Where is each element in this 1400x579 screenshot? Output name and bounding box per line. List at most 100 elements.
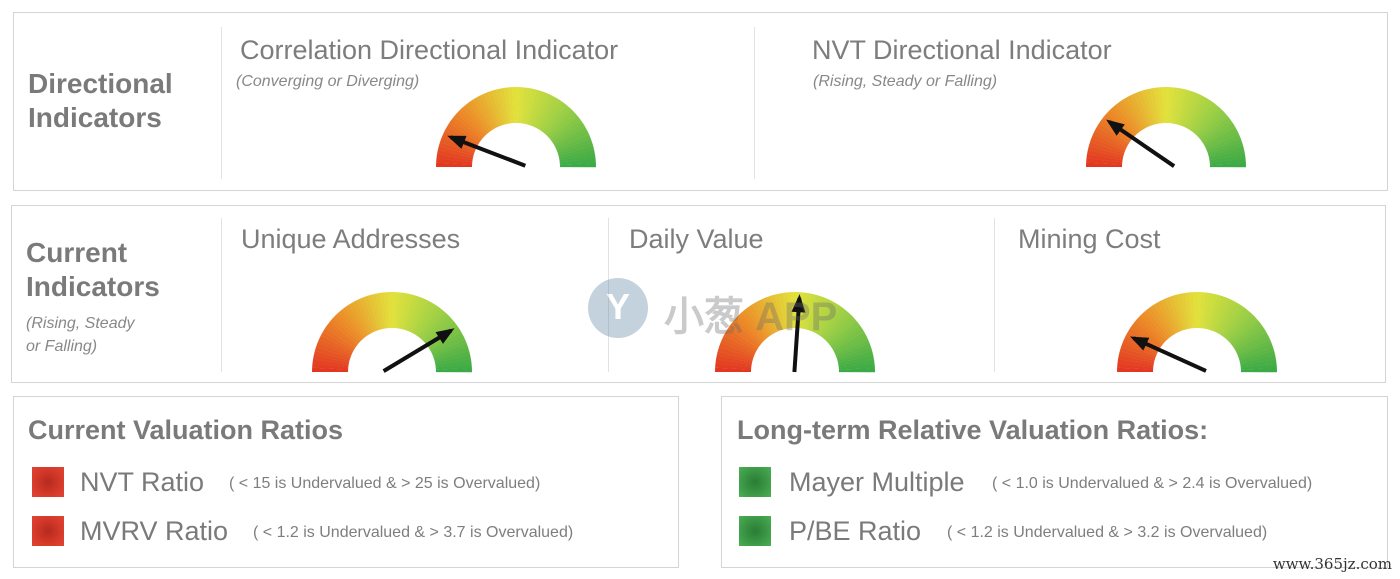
gauge-segment — [551, 119, 584, 144]
divider — [994, 218, 995, 372]
gauge-segment — [1117, 359, 1154, 368]
gauge-segment — [459, 107, 487, 136]
gauge-needle-head — [435, 328, 455, 344]
ratio-label-nvt: NVT Ratio — [80, 467, 205, 497]
gauge-segment — [1207, 138, 1243, 154]
directional-indicators-panel: Directional Indicators Correlation Direc… — [13, 12, 1388, 191]
gauge-segment — [814, 300, 836, 334]
gauge-segment — [833, 332, 867, 353]
gauge-segment — [716, 351, 753, 363]
status-swatch-pbe-ratio — [739, 516, 771, 546]
gauge-segment — [479, 93, 499, 128]
gauge-segment — [405, 295, 421, 331]
gauge-segment — [312, 359, 349, 368]
gauge-unique-addresses — [312, 292, 472, 373]
gauge-segment — [837, 351, 874, 363]
gauge-segment — [1224, 309, 1251, 340]
gauge-segment — [371, 293, 383, 330]
gauge-segment — [436, 154, 473, 163]
gauge-segment — [451, 116, 482, 142]
gauge-segment — [312, 363, 349, 370]
gauge-segment — [541, 102, 567, 133]
gauge-segment — [1175, 88, 1187, 125]
gauge-segment — [1126, 95, 1147, 129]
gauge-segment — [329, 318, 360, 345]
gauge-segment — [806, 294, 820, 331]
gauge-segment — [1229, 318, 1260, 345]
gauge-segment — [448, 119, 481, 144]
gauge-segment — [1153, 302, 1176, 336]
gauge-segment — [522, 87, 533, 124]
gauge-segment — [1238, 343, 1274, 359]
status-swatch-nvt-ratio — [32, 467, 64, 497]
gauge-segment — [332, 315, 361, 343]
gauge-segment — [1235, 332, 1269, 353]
gauge-segment — [732, 318, 763, 345]
gauge-segment — [1086, 150, 1123, 161]
gauge-segment — [435, 367, 472, 373]
gauge-segment — [826, 315, 855, 343]
gauge-segment — [1240, 355, 1277, 366]
gauge-segment — [375, 292, 386, 329]
gauge-segment — [1197, 292, 1202, 329]
gauge-segment — [1170, 87, 1179, 124]
gauge-segment — [1112, 104, 1139, 135]
gauge-segment — [338, 309, 365, 340]
gauge-segment — [827, 318, 858, 345]
gauge-title-nvt-directional: NVT Directional Indicator — [812, 35, 1112, 65]
gauge-segment — [1086, 162, 1123, 167]
gauge-segment — [1209, 154, 1246, 163]
gauge-segment — [1181, 92, 1199, 127]
gauge-segment — [401, 293, 413, 330]
gauge-segment — [1210, 295, 1226, 331]
gauge-needle-head — [1106, 119, 1125, 136]
gauge-segment — [822, 309, 849, 340]
gauge-segment — [817, 302, 839, 336]
gauge-needle-head — [791, 294, 806, 313]
gauge-segment — [341, 307, 367, 338]
gauge-segment — [434, 351, 471, 363]
gauge-segment — [838, 359, 875, 368]
gauge-segment — [1109, 107, 1137, 136]
gauge-segment — [1157, 87, 1164, 124]
current-valuation-panel: Current Valuation Ratios NVT Ratio ( < 1… — [13, 396, 679, 568]
gauge-segment — [430, 332, 464, 353]
gauge-segment — [545, 107, 573, 136]
gauge-segment — [1184, 292, 1193, 329]
divider — [754, 27, 755, 179]
gauge-segment — [1189, 99, 1214, 132]
gauge-segment — [1122, 97, 1145, 131]
gauge-segment — [320, 331, 354, 353]
gauge-segment — [403, 294, 417, 331]
gauge-segment — [398, 292, 409, 329]
gauge-segment — [1219, 302, 1241, 336]
gauge-segment — [830, 324, 863, 349]
gauge-segment — [315, 343, 351, 359]
gauge-segment — [1088, 142, 1125, 156]
gauge-segment — [1195, 107, 1223, 136]
gauge-segment — [367, 294, 381, 331]
gauge-segment — [1141, 89, 1155, 126]
status-swatch-mayer-multiple — [739, 467, 771, 497]
gauge-segment — [335, 312, 363, 341]
status-swatch-mvrv-ratio — [32, 516, 64, 546]
gauge-segment — [1209, 158, 1246, 165]
ratio-label-mayer: Mayer Multiple — [789, 467, 965, 497]
gauge-segment — [525, 88, 537, 125]
gauge-segment — [432, 339, 467, 357]
gauge-segment — [499, 87, 510, 124]
gauge-segment — [527, 89, 541, 126]
gauge-segment — [1145, 88, 1157, 125]
gauge-segment — [1172, 87, 1183, 124]
gauge-segment — [344, 304, 369, 337]
gauge-segment — [1209, 162, 1246, 168]
gauge-segment — [1203, 292, 1214, 329]
gauge-segment — [1122, 339, 1157, 357]
gauge-segment — [550, 116, 581, 142]
gauge-segment — [421, 312, 449, 341]
gauge-segment — [810, 297, 828, 332]
gauge-segment — [1137, 315, 1166, 343]
gauge-segment — [1238, 347, 1275, 361]
divider — [221, 27, 222, 179]
gauge-subtitle-correlation: (Converging or Diverging) — [236, 73, 420, 90]
